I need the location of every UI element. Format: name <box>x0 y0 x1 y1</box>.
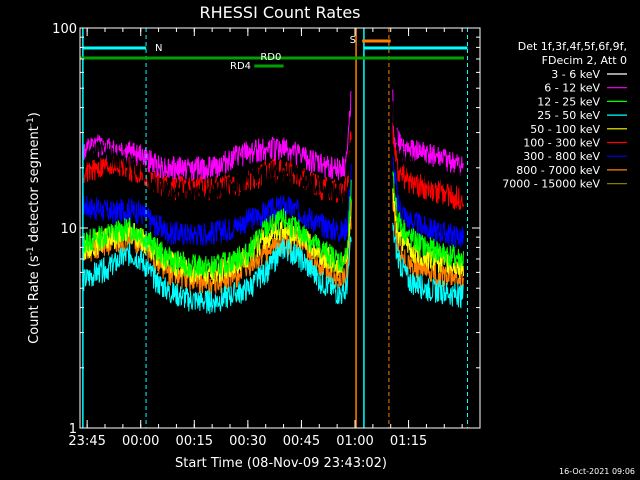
series-line-3-a <box>82 236 352 315</box>
series-line-3-b <box>392 222 464 309</box>
x-tick-label: 01:15 <box>390 434 427 449</box>
x-tick-label: 00:30 <box>229 434 266 449</box>
series-line-2-a <box>82 179 352 279</box>
legend-label: 7000 - 15000 keV <box>502 178 600 191</box>
legend-header-2: FDecim 2, Att 0 <box>542 54 627 67</box>
legend-layer: Det 1f,3f,4f,5f,6f,9f,FDecim 2, Att 03 -… <box>502 40 627 191</box>
series-line-1-a <box>82 91 352 181</box>
y-tick-label: 1 <box>69 422 77 437</box>
series-line-5-b <box>392 123 464 210</box>
legend-label: 3 - 6 keV <box>551 68 600 81</box>
legend-header-1: Det 1f,3f,4f,5f,6f,9f, <box>518 40 627 53</box>
legend-label: 25 - 50 keV <box>537 109 600 122</box>
timestamp: 16-Oct-2021 09:06 <box>559 467 635 476</box>
rd4-label: RD4 <box>230 61 251 72</box>
series-line-0-b <box>392 101 464 195</box>
legend-label: 300 - 800 keV <box>523 150 600 163</box>
y-axis-label-sup1: -1 <box>26 246 36 255</box>
y-axis-label-main: Count Rate (s <box>27 255 42 344</box>
legend-label: 50 - 100 keV <box>530 123 600 136</box>
legend-label: 100 - 300 keV <box>523 137 600 150</box>
y-tick-label: 100 <box>52 22 77 37</box>
night-label: N <box>155 43 162 54</box>
x-tick-label: 01:00 <box>336 434 373 449</box>
y-tick-label: 10 <box>60 222 77 237</box>
y-axis-label: Count Rate (s-1 detector segment-1) <box>26 112 42 344</box>
series-line-2-b <box>392 171 464 269</box>
x-tick-label: 23:45 <box>68 434 105 449</box>
axis-layer: 1 10 100 23:45 00:00 00:15 00:30 00:45 01:00 01:1… <box>52 22 481 449</box>
series-line-6-b <box>392 156 464 249</box>
x-tick-label: 00:45 <box>283 434 320 449</box>
y-axis-label-sup2: -1 <box>26 117 36 126</box>
series-line-6-a <box>82 164 352 246</box>
series-line-4-b <box>392 188 464 279</box>
y-axis-label-end: ) <box>27 112 42 117</box>
rd0-label: RD0 <box>260 52 281 63</box>
x-axis-label: Start Time (08-Nov-09 23:43:02) <box>175 456 387 471</box>
series-line-0-a <box>82 140 352 209</box>
y-axis-label-mid: detector segment <box>27 126 42 246</box>
overlay-layer: N S RD0 RD4 <box>80 28 468 428</box>
chart-title: RHESSI Count Rates <box>200 3 361 22</box>
legend-label: 6 - 12 keV <box>544 82 600 95</box>
legend-label: 12 - 25 keV <box>537 95 600 108</box>
saa-label: S <box>350 35 356 46</box>
x-tick-label: 00:15 <box>176 434 213 449</box>
series-layer <box>82 89 464 315</box>
legend-label: 800 - 7000 keV <box>516 164 600 177</box>
x-tick-label: 00:00 <box>122 434 159 449</box>
